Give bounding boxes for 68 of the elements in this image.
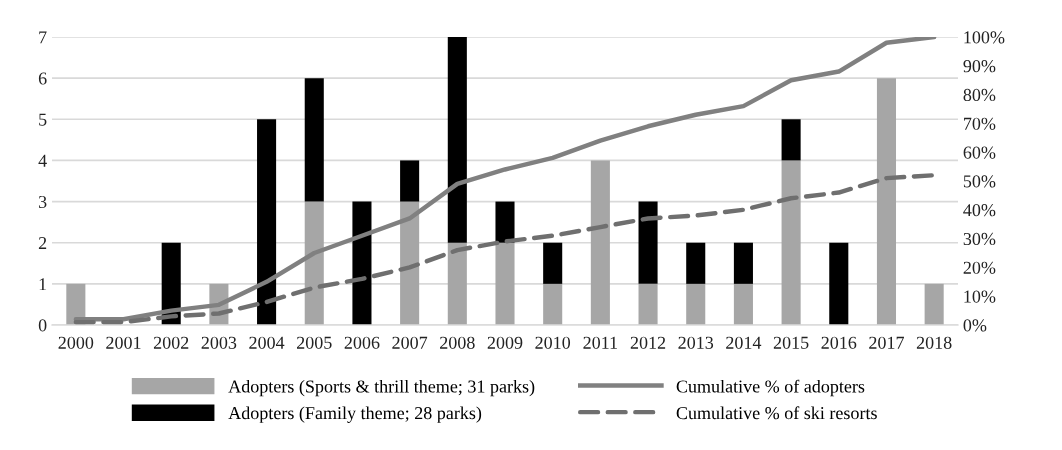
y2-tick-label: 10% xyxy=(964,290,996,303)
legend-label: Cumulative % of adopters xyxy=(676,379,865,397)
x-tick-label: 2017 xyxy=(869,336,905,349)
line-series xyxy=(73,37,937,322)
bar xyxy=(638,283,658,325)
y2-tick-label: 20% xyxy=(963,261,996,274)
x-tick-label: 2001 xyxy=(106,336,141,349)
x-tick-label: 2015 xyxy=(773,336,809,349)
bar xyxy=(876,78,897,325)
bar xyxy=(781,160,801,325)
x-tick-label: 2004 xyxy=(249,336,285,349)
bar xyxy=(447,37,467,243)
y-tick-label: 7 xyxy=(39,31,47,44)
y-tick-label: 5 xyxy=(39,113,47,126)
bar xyxy=(543,283,563,325)
y-tick-label: 3 xyxy=(38,195,47,209)
bar xyxy=(638,201,658,284)
x-tick-label: 2007 xyxy=(392,336,428,349)
x-tick-label: 2010 xyxy=(535,336,571,349)
y2-tick-label: 30% xyxy=(963,232,996,246)
y2-tick-label: 0% xyxy=(963,319,987,332)
x-tick-label: 2002 xyxy=(153,336,189,349)
x-tick-label: 2011 xyxy=(583,336,617,349)
x-tick-label: 2003 xyxy=(201,336,237,349)
y2-tick-label: 60% xyxy=(963,146,996,159)
bar xyxy=(543,242,563,284)
bar xyxy=(352,201,372,325)
x-tick-label: 2009 xyxy=(487,336,523,349)
y2-tick-label: 100% xyxy=(964,31,1005,44)
x-tick-label: 2018 xyxy=(916,336,952,349)
bar xyxy=(447,242,467,325)
bar xyxy=(781,119,801,161)
bar xyxy=(400,160,420,202)
y2-tick-label: 50% xyxy=(963,175,996,188)
y2-tick-label: 90% xyxy=(963,60,996,73)
y-tick-label: 4 xyxy=(38,154,47,167)
y-tick-label: 0 xyxy=(38,319,47,332)
bar xyxy=(733,283,753,325)
bar xyxy=(590,160,610,325)
x-tick-label: 2000 xyxy=(58,336,94,349)
x-tick-label: 2008 xyxy=(440,336,475,349)
legend-label: Cumulative % of ski resorts xyxy=(676,406,877,420)
bar xyxy=(495,201,515,243)
x-tick-label: 2005 xyxy=(297,336,332,349)
legend-label: Adopters (Family theme; 28 parks) xyxy=(228,406,482,423)
bar xyxy=(733,242,753,284)
y-tick-label: 1 xyxy=(39,278,47,291)
bar xyxy=(829,242,849,325)
x-tick-label: 2014 xyxy=(726,336,762,349)
bar xyxy=(304,78,324,202)
bar xyxy=(686,283,706,325)
x-tick-label: 2006 xyxy=(344,336,380,349)
x-tick-label: 2012 xyxy=(630,336,666,349)
x-tick-label: 2013 xyxy=(678,336,714,349)
line-series xyxy=(73,173,937,325)
bar xyxy=(257,119,277,325)
x-tick-label: 2016 xyxy=(821,336,857,349)
y-tick-label: 6 xyxy=(38,72,47,85)
y2-tick-label: 70% xyxy=(964,117,996,130)
bar xyxy=(304,201,324,325)
bar xyxy=(924,283,944,325)
bar xyxy=(400,201,420,325)
y2-tick-label: 80% xyxy=(963,88,996,102)
bar xyxy=(495,242,515,325)
bar xyxy=(686,242,706,284)
y-tick-label: 2 xyxy=(38,237,47,249)
legend-label: Adopters (Sports & thrill theme; 31 parks) xyxy=(228,379,535,397)
y2-tick-label: 40% xyxy=(963,204,996,217)
